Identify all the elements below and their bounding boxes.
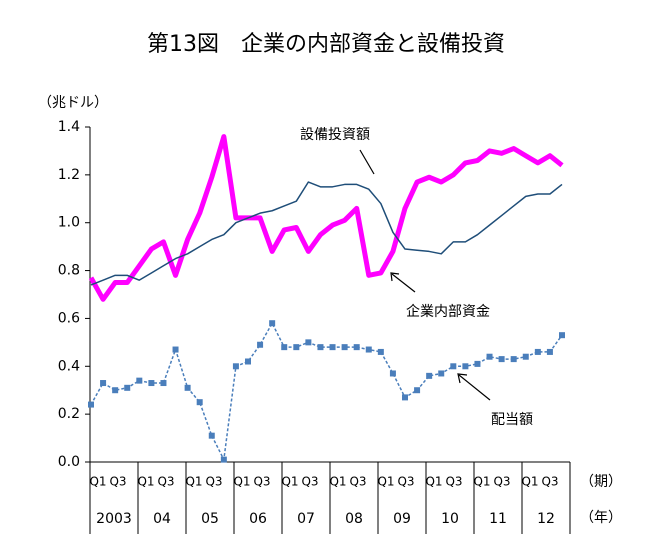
y-tick-label: 0.8: [58, 263, 80, 279]
x-tick-label: Q1: [233, 475, 250, 489]
marker: [160, 380, 167, 387]
annotation-arrow: [359, 149, 375, 175]
y-tick-label: 0.6: [58, 310, 80, 326]
year-label: 10: [441, 511, 459, 527]
marker: [100, 380, 107, 387]
marker: [486, 353, 493, 360]
marker: [124, 384, 131, 391]
marker: [462, 363, 469, 370]
x-tick-label: Q3: [541, 475, 558, 489]
marker: [112, 387, 119, 394]
y-tick-label: 0.4: [58, 358, 80, 374]
marker: [148, 380, 155, 387]
marker: [534, 348, 541, 355]
x-tick-label: Q1: [281, 475, 298, 489]
marker: [184, 384, 191, 391]
x-tick-label: Q3: [493, 475, 510, 489]
year-label: 09: [393, 511, 411, 527]
marker: [293, 344, 300, 351]
y-tick-label: 1.2: [58, 167, 80, 183]
marker: [196, 399, 203, 406]
marker: [353, 344, 360, 351]
marker: [559, 332, 565, 339]
marker: [317, 344, 324, 351]
marker: [136, 377, 143, 384]
y-axis-label: （兆ドル）: [38, 95, 108, 111]
year-label: 12: [537, 511, 555, 527]
marker: [208, 432, 215, 439]
annotation: 企業内部資金: [406, 303, 490, 320]
y-tick-label: 1.0: [58, 215, 80, 231]
marker: [269, 320, 276, 327]
annotation: 設備投資額: [300, 127, 370, 143]
annotation-arrow: [390, 272, 400, 282]
year-label: 08: [345, 511, 363, 527]
annotation: 配当額: [491, 412, 533, 428]
marker: [220, 456, 227, 463]
year-label: 05: [201, 511, 219, 527]
marker: [245, 358, 251, 365]
marker: [546, 348, 553, 355]
marker: [341, 344, 348, 351]
y-tick-label: 0.0: [58, 454, 80, 470]
annotation-arrow: [457, 373, 468, 384]
x-tick-label: Q3: [445, 475, 462, 489]
marker: [172, 346, 179, 353]
marker: [329, 344, 336, 351]
year-label: 07: [297, 511, 315, 527]
marker: [450, 363, 457, 370]
x-tick-label: Q1: [137, 475, 154, 489]
marker: [402, 394, 408, 401]
x-tick-label: Q1: [89, 475, 106, 489]
marker: [281, 344, 288, 351]
series-line: [90, 322, 563, 461]
year-axis-label: （年）: [580, 510, 622, 526]
x-tick-label: Q3: [397, 475, 414, 489]
y-tick-label: 0.2: [58, 406, 80, 422]
x-tick-label: Q1: [329, 475, 346, 489]
annotation-arrow: [458, 374, 491, 401]
marker: [510, 356, 517, 363]
x-tick-label: Q1: [185, 475, 202, 489]
chart-title: 第13図 企業の内部資金と設備投資: [147, 32, 505, 57]
x-tick-label: Q1: [377, 475, 394, 489]
marker: [377, 348, 384, 355]
x-tick-label: Q3: [109, 475, 126, 489]
year-label: 11: [489, 511, 507, 527]
x-tick-label: Q3: [301, 475, 318, 489]
marker: [305, 339, 312, 346]
x-tick-label: Q3: [253, 475, 270, 489]
year-label: 06: [249, 511, 267, 527]
marker: [389, 370, 396, 377]
marker: [88, 401, 94, 408]
x-axis-label: （期）: [580, 474, 622, 490]
marker: [426, 372, 433, 379]
series-line: [90, 181, 563, 286]
x-tick-label: Q1: [473, 475, 490, 489]
year-label: 04: [153, 511, 171, 527]
series-line: [88, 134, 564, 302]
x-tick-label: Q1: [521, 475, 538, 489]
marker: [522, 353, 529, 360]
x-tick-label: Q3: [205, 475, 222, 489]
marker: [474, 360, 481, 367]
marker: [438, 370, 445, 377]
annotation-arrow: [391, 273, 416, 293]
year-label: 2003: [96, 511, 132, 527]
marker: [498, 356, 505, 363]
x-tick-label: Q3: [157, 475, 174, 489]
marker: [365, 346, 372, 353]
x-tick-label: Q1: [425, 475, 442, 489]
marker: [232, 363, 239, 370]
y-tick-label: 1.4: [58, 119, 80, 135]
marker: [257, 341, 264, 348]
marker: [414, 387, 421, 394]
x-tick-label: Q3: [349, 475, 366, 489]
